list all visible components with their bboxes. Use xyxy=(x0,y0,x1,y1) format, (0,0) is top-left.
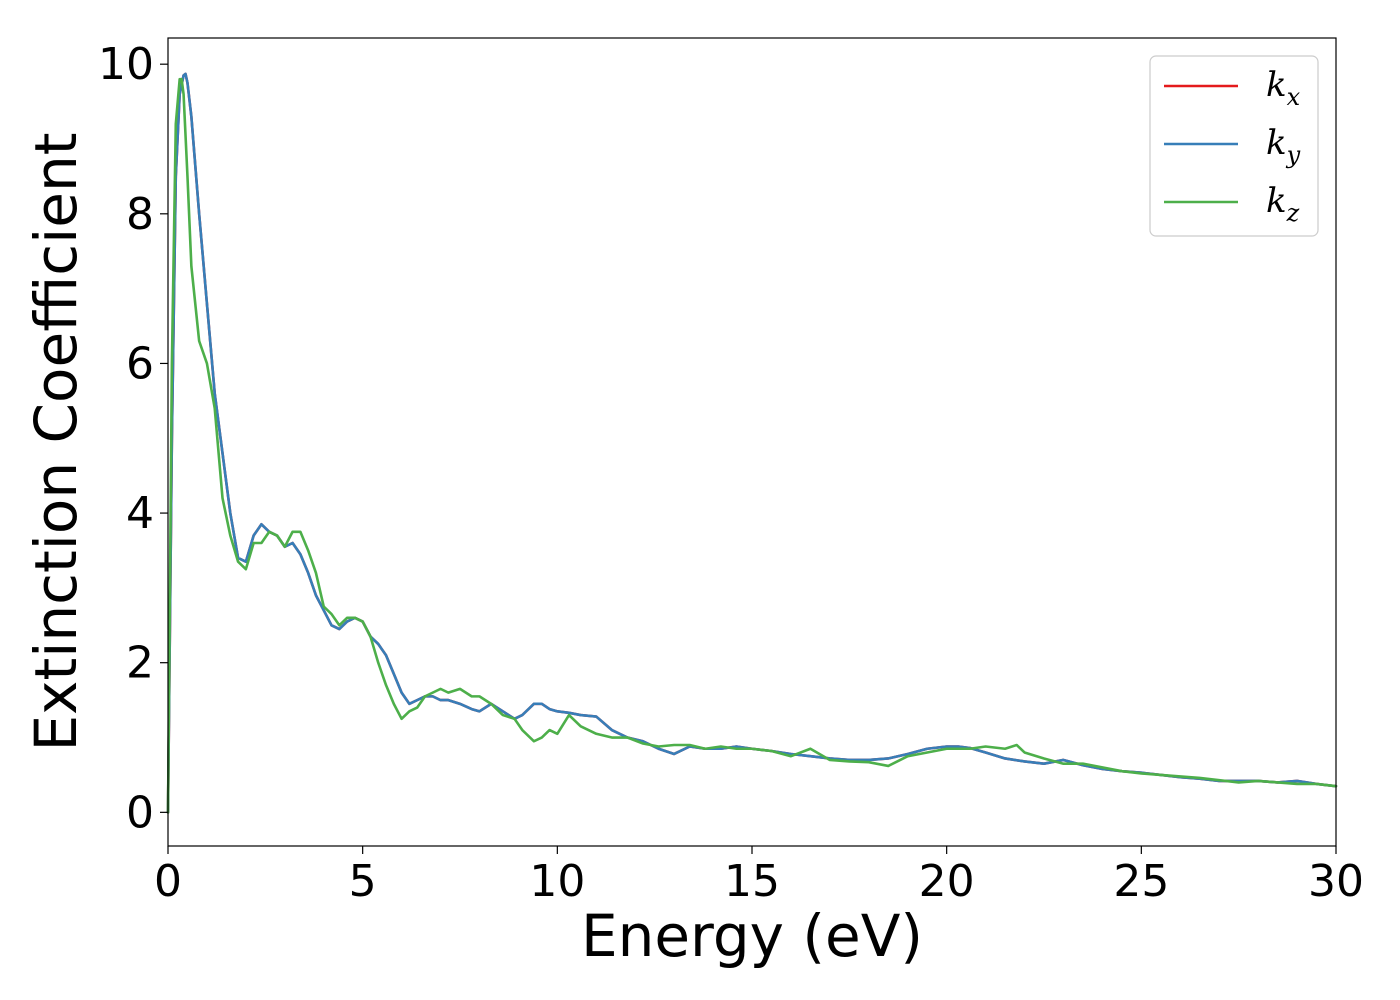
x-tick-label: 30 xyxy=(1308,856,1364,907)
y-tick-label: 2 xyxy=(126,638,154,689)
x-tick-label: 20 xyxy=(919,856,975,907)
x-tick-label: 25 xyxy=(1113,856,1169,907)
y-axis-title: Extinction Coefficient xyxy=(22,133,90,752)
legend-label-x: kx xyxy=(1266,65,1301,111)
plot-area xyxy=(166,37,1338,847)
legend-label-z: kz xyxy=(1266,181,1300,227)
y-tick-label: 10 xyxy=(98,39,154,90)
x-axis-title: Energy (eV) xyxy=(581,902,923,970)
legend: kx ky kz xyxy=(1149,55,1319,237)
x-tick-label: 0 xyxy=(154,856,182,907)
x-tick-label: 5 xyxy=(349,856,377,907)
y-tick-label: 6 xyxy=(126,338,154,389)
x-tick-label: 15 xyxy=(724,856,780,907)
y-tick-label: 8 xyxy=(126,189,154,240)
legend-box xyxy=(1149,55,1319,237)
series-layer xyxy=(166,72,1338,814)
x-axis-ticks: 0 5 10 15 20 25 30 xyxy=(154,846,1364,907)
series-line-z xyxy=(166,77,1338,814)
legend-label-y: ky xyxy=(1266,123,1301,169)
y-tick-label: 0 xyxy=(126,787,154,838)
y-axis-ticks: 0 2 4 6 8 10 xyxy=(98,39,168,838)
series-line-y xyxy=(166,72,1338,814)
y-tick-label: 4 xyxy=(126,488,154,539)
x-tick-label: 10 xyxy=(529,856,585,907)
